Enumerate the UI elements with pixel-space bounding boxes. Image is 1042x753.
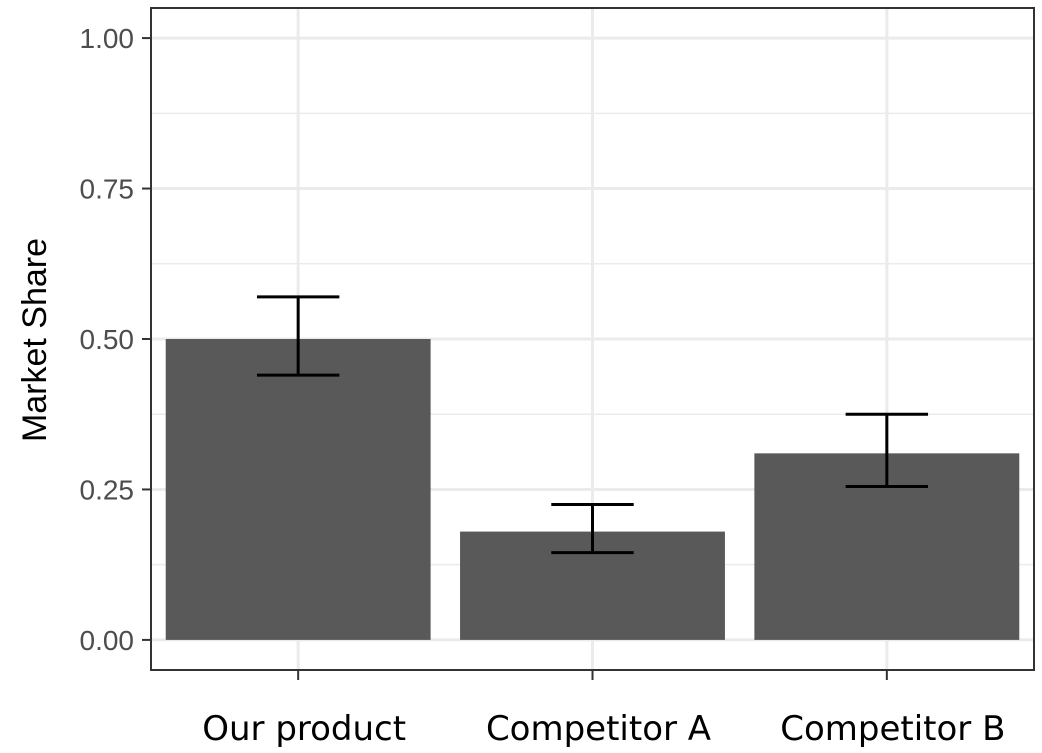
y-tick-label: 0.00: [80, 625, 135, 656]
x-axis: Our product Competitor A Competitor B: [202, 670, 1005, 749]
x-tick-label: Competitor A: [486, 709, 711, 749]
error-bars: [256, 295, 929, 555]
error-bar: [551, 503, 634, 555]
x-tick-label: Competitor B: [780, 709, 1005, 749]
y-tick-label: 0.25: [80, 474, 135, 505]
y-tick-label: 0.75: [80, 174, 135, 205]
error-bar: [256, 295, 340, 377]
y-tick-label: 0.50: [80, 324, 135, 355]
x-tick-label: Our product: [202, 709, 406, 749]
y-axis-title: Market Share: [16, 238, 54, 442]
y-tick-label: 1.00: [80, 23, 135, 54]
bar: [165, 339, 431, 640]
error-bar: [845, 412, 929, 488]
bars: [165, 339, 1020, 640]
y-axis: 0.00 0.25 0.50 0.75 1.00: [80, 23, 151, 656]
